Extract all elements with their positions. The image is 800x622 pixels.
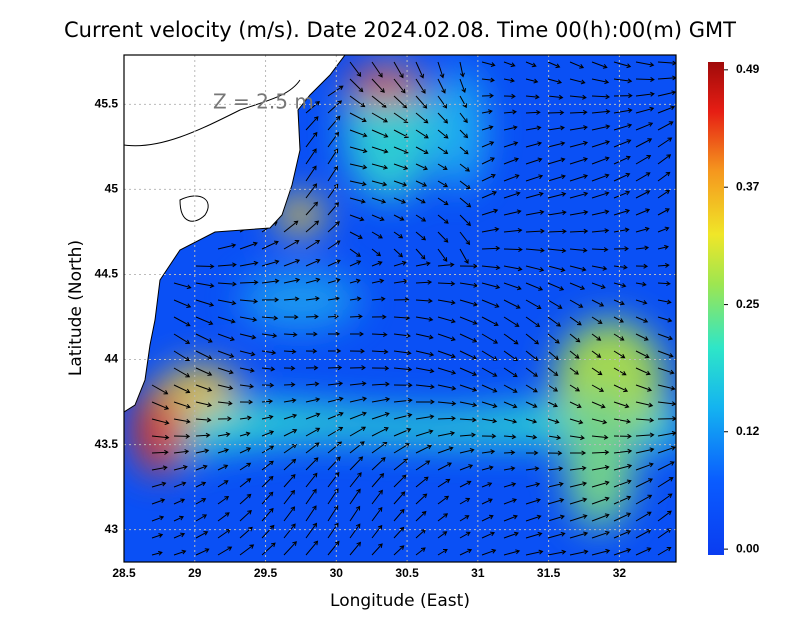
x-axis-label: Longitude (East): [330, 591, 470, 611]
colorbar-tick-label: 0.00: [736, 541, 760, 555]
x-tick-label: 31.5: [537, 566, 561, 580]
x-tick-label: 32: [613, 566, 627, 580]
lake: [179, 195, 209, 222]
velocity-field: [124, 55, 676, 562]
y-axis-label: Latitude (North): [66, 240, 86, 376]
colorbar-tick-label: 0.37: [736, 179, 760, 193]
y-tick-label: 45.5: [95, 97, 119, 111]
x-tick-label: 30: [330, 566, 344, 580]
title: Current velocity (m/s). Date 2024.02.08.…: [64, 18, 736, 42]
x-tick-label: 29.5: [254, 566, 278, 580]
land: [124, 55, 346, 413]
x-tick-label: 28.5: [112, 566, 136, 580]
plot-frame: [123, 54, 677, 563]
x-tick-label: 31: [471, 566, 485, 580]
colorbar: [708, 62, 724, 555]
x-tick-label: 29: [188, 566, 202, 580]
colorbar-tick-label: 0.25: [736, 297, 760, 311]
border: [124, 79, 301, 147]
colorbar-tick-label: 0.49: [736, 62, 760, 76]
y-tick-label: 43: [105, 522, 119, 536]
arrow-set: [151, 60, 676, 556]
current-arrows: [151, 60, 676, 556]
y-tick-label: 44: [105, 352, 119, 366]
y-tick-label: 43.5: [95, 437, 119, 451]
y-tick-label: 45: [105, 182, 119, 196]
x-tick-label: 30.5: [395, 566, 419, 580]
y-tick-label: 44.5: [95, 267, 119, 281]
depth-label: Z = 2.5 m: [213, 90, 314, 114]
colorbar-tick-label: 0.12: [736, 424, 760, 438]
